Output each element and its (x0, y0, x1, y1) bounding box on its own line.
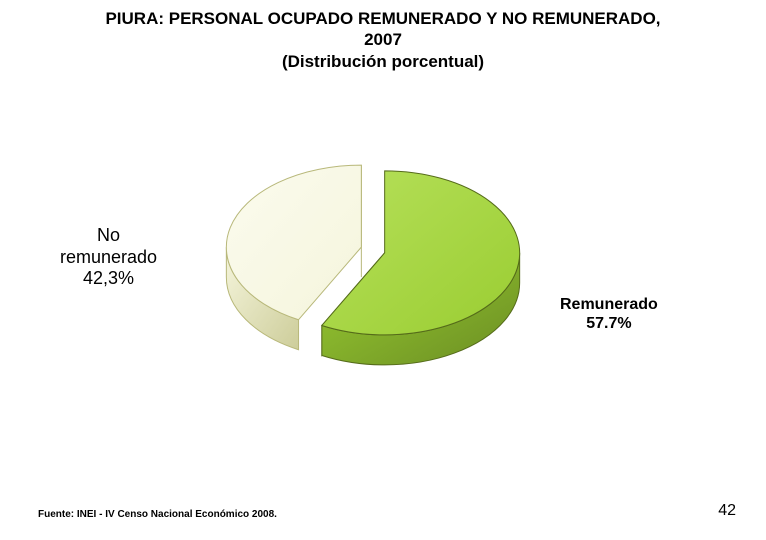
label-remunerado-value: 57.7% (560, 314, 658, 333)
pie-svg (223, 130, 543, 400)
label-no-remunerado: Noremunerado 42,3% (60, 225, 157, 290)
label-no-remunerado-value: 42,3% (60, 268, 157, 290)
title-line2: 2007 (364, 30, 402, 49)
pie-chart (223, 130, 543, 405)
page-number: 42 (718, 502, 736, 520)
label-no-remunerado-text: Noremunerado (60, 225, 157, 268)
title-line3: (Distribución porcentual) (282, 52, 484, 71)
label-remunerado: Remunerado 57.7% (560, 295, 658, 333)
chart-title: PIURA: PERSONAL OCUPADO REMUNERADO Y NO … (0, 0, 766, 72)
source-text: Fuente: INEI - IV Censo Nacional Económi… (38, 509, 277, 520)
label-remunerado-text: Remunerado (560, 295, 658, 314)
title-line1: PIURA: PERSONAL OCUPADO REMUNERADO Y NO … (105, 9, 660, 28)
